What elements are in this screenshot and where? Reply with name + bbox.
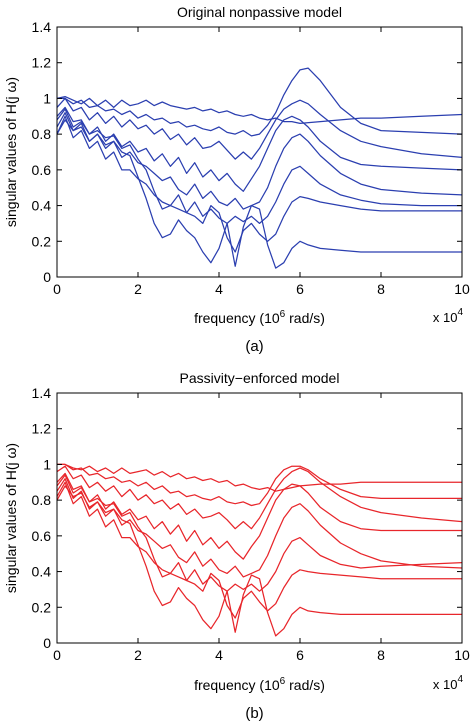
x-tick-label: 2 <box>134 281 142 297</box>
x-tick-label: 4 <box>215 647 223 663</box>
x-tick-label: 6 <box>296 281 304 297</box>
x-axis-multiplier: x 104 <box>433 674 464 692</box>
y-tick-label: 1.4 <box>32 19 52 35</box>
x-tick-label: 8 <box>377 281 385 297</box>
x-tick-label: 10 <box>454 281 470 297</box>
chart-title: Original nonpassive model <box>177 4 342 20</box>
x-tick-label: 0 <box>53 281 61 297</box>
series-group <box>56 67 463 269</box>
y-tick-label: 1.2 <box>32 421 52 437</box>
x-axis-label: frequency (106 rad/s) <box>194 676 325 693</box>
x-axis-multiplier: x 104 <box>433 307 464 325</box>
chart-panel-2: Passivity−enforced model 0 2 4 6 8 10 0 0.2 0.4 0.… <box>3 370 470 722</box>
x-tick-label: 4 <box>215 281 223 297</box>
x-axis-multiplier-exponent: 4 <box>457 674 463 685</box>
series-line-3 <box>56 465 463 530</box>
series-line-6 <box>56 481 463 592</box>
series-line-8 <box>56 119 462 269</box>
x-axis-label-prefix: frequency (10 <box>194 677 280 693</box>
x-axis-multiplier-base: x 10 <box>433 677 458 692</box>
series-line-2 <box>57 67 463 137</box>
x-tick-label: 6 <box>296 647 304 663</box>
axes-box <box>56 26 463 278</box>
series-line-3 <box>56 97 463 160</box>
series-line-5 <box>56 112 463 210</box>
y-tick-label: 0.2 <box>32 599 52 615</box>
x-tick-label: 8 <box>377 647 385 663</box>
series-line-2 <box>57 463 462 507</box>
y-tick-label: 0.8 <box>32 126 52 142</box>
x-axis-label-exponent: 6 <box>280 676 286 687</box>
x-axis-label-exponent: 6 <box>280 309 286 320</box>
y-tick-label: 0.6 <box>32 528 52 544</box>
chart-title: Passivity−enforced model <box>180 370 340 386</box>
series-line-6 <box>56 115 462 225</box>
y-tick-label: 1 <box>43 90 51 106</box>
axes-box <box>56 392 463 644</box>
x-axis-label-prefix: frequency (10 <box>194 310 280 326</box>
y-tick-label: 0.6 <box>32 162 52 178</box>
series-line-5 <box>56 478 463 578</box>
series-line-1 <box>57 463 462 492</box>
y-tick-label: 0 <box>43 635 51 651</box>
y-tick-label: 0.4 <box>32 564 52 580</box>
series-line-7 <box>56 108 462 253</box>
panel-caption: (a) <box>245 338 263 355</box>
y-tick-label: 0.8 <box>32 492 52 508</box>
x-tick-label: 2 <box>134 647 142 663</box>
series-line-4 <box>56 106 463 192</box>
y-tick-label: 0.4 <box>32 198 52 214</box>
y-tick-label: 0 <box>43 269 51 285</box>
x-axis-multiplier-exponent: 4 <box>457 307 463 318</box>
y-axis-label: singular values of H(j ω) <box>3 443 19 593</box>
y-axis-label: singular values of H(j ω) <box>3 77 19 227</box>
series-line-8 <box>56 485 462 637</box>
y-tick-label: 0.2 <box>32 233 52 249</box>
x-axis-label-suffix: rad/s) <box>285 677 325 693</box>
series-line-1 <box>56 95 463 125</box>
series-line-7 <box>56 474 462 619</box>
y-tick-label: 1.4 <box>32 385 52 401</box>
panel-caption: (b) <box>245 705 263 722</box>
x-tick-label: 0 <box>53 647 61 663</box>
chart-panel-1: Original nonpassive model 0 2 4 6 8 10 0 0.2 0.4 0… <box>3 4 470 355</box>
x-axis-multiplier-base: x 10 <box>433 310 458 325</box>
y-tick-label: 1.2 <box>32 55 52 71</box>
series-line-4 <box>56 472 462 560</box>
y-tick-label: 1 <box>43 456 51 472</box>
x-axis-label: frequency (106 rad/s) <box>194 309 325 326</box>
series-group <box>56 463 463 637</box>
x-axis-label-suffix: rad/s) <box>285 310 325 326</box>
x-tick-label: 10 <box>454 647 470 663</box>
